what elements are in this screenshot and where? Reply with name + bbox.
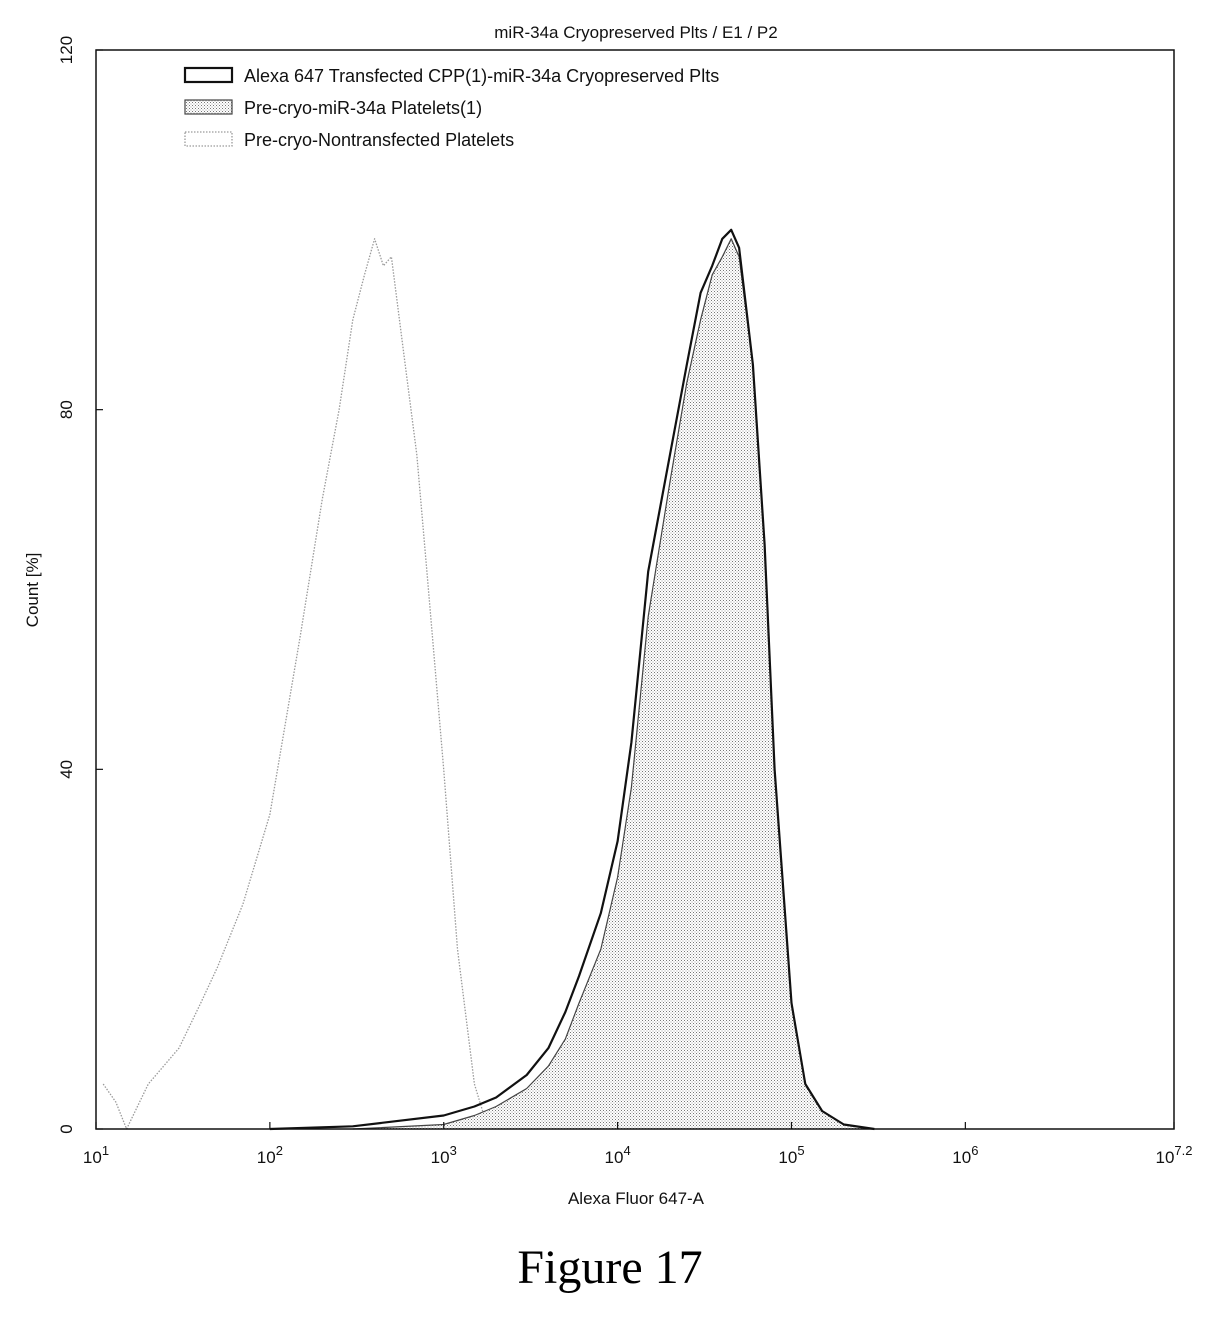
x-tick-label: 103 [431,1143,457,1167]
legend-label-0: Alexa 647 Transfected CPP(1)-miR-34a Cry… [244,66,719,86]
x-axis-label: Alexa Fluor 647-A [568,1189,705,1208]
figure-caption: Figure 17 [517,1241,703,1294]
x-tick-label: 101 [83,1143,109,1167]
x-tick-label: 107.2 [1156,1143,1193,1167]
legend-swatch-2 [184,131,233,147]
legend-swatch-1 [184,99,233,115]
legend-swatch-0 [183,66,234,84]
y-axis: 0 40 80 120 [57,36,103,1134]
x-tick-label: 102 [257,1143,283,1167]
plot-frame [95,49,1175,1130]
chart-title: miR-34a Cryopreserved Plts / E1 / P2 [494,23,777,42]
legend: Alexa 647 Transfected CPP(1)-miR-34a Cry… [183,66,719,150]
x-tick-label: 104 [605,1143,631,1167]
y-tick-label: 120 [57,36,76,64]
x-tick-label: 105 [778,1143,804,1167]
series-line-2 [102,238,489,1130]
y-tick-label: 40 [57,760,76,779]
legend-label-1: Pre-cryo-miR-34a Platelets(1) [244,98,482,118]
series-fill-1 [352,238,875,1130]
legend-label-2: Pre-cryo-Nontransfected Platelets [244,130,514,150]
x-axis: 101 102 103 104 105 106 107.2 [83,1122,1193,1167]
y-axis-label: Count [%] [23,553,42,628]
series-layer [102,228,875,1131]
x-tick-label: 106 [952,1143,978,1167]
y-tick-label: 80 [57,400,76,419]
series-line-0 [269,228,875,1131]
y-tick-label: 0 [57,1124,76,1133]
